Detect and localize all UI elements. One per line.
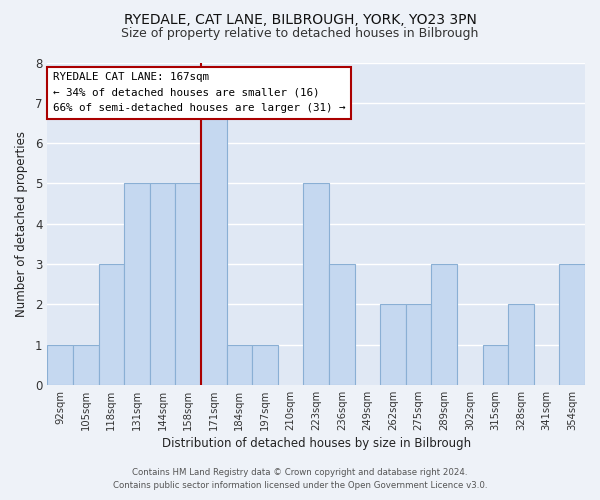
Bar	[304, 184, 329, 385]
Bar	[252, 344, 278, 385]
Text: RYEDALE CAT LANE: 167sqm
← 34% of detached houses are smaller (16)
66% of semi-d: RYEDALE CAT LANE: 167sqm ← 34% of detach…	[53, 72, 345, 114]
Bar	[47, 344, 73, 385]
Bar	[227, 344, 252, 385]
Bar	[98, 264, 124, 385]
Bar	[482, 344, 508, 385]
Bar	[431, 264, 457, 385]
Bar	[329, 264, 355, 385]
Bar	[124, 184, 150, 385]
Bar	[406, 304, 431, 385]
Text: RYEDALE, CAT LANE, BILBROUGH, YORK, YO23 3PN: RYEDALE, CAT LANE, BILBROUGH, YORK, YO23…	[124, 12, 476, 26]
Bar	[150, 184, 175, 385]
Bar	[380, 304, 406, 385]
Bar	[559, 264, 585, 385]
Text: Contains HM Land Registry data © Crown copyright and database right 2024.
Contai: Contains HM Land Registry data © Crown c…	[113, 468, 487, 490]
Bar	[175, 184, 201, 385]
Bar	[73, 344, 98, 385]
Bar	[508, 304, 534, 385]
Y-axis label: Number of detached properties: Number of detached properties	[15, 130, 28, 316]
Text: Size of property relative to detached houses in Bilbrough: Size of property relative to detached ho…	[121, 28, 479, 40]
X-axis label: Distribution of detached houses by size in Bilbrough: Distribution of detached houses by size …	[161, 437, 471, 450]
Bar	[201, 103, 227, 385]
